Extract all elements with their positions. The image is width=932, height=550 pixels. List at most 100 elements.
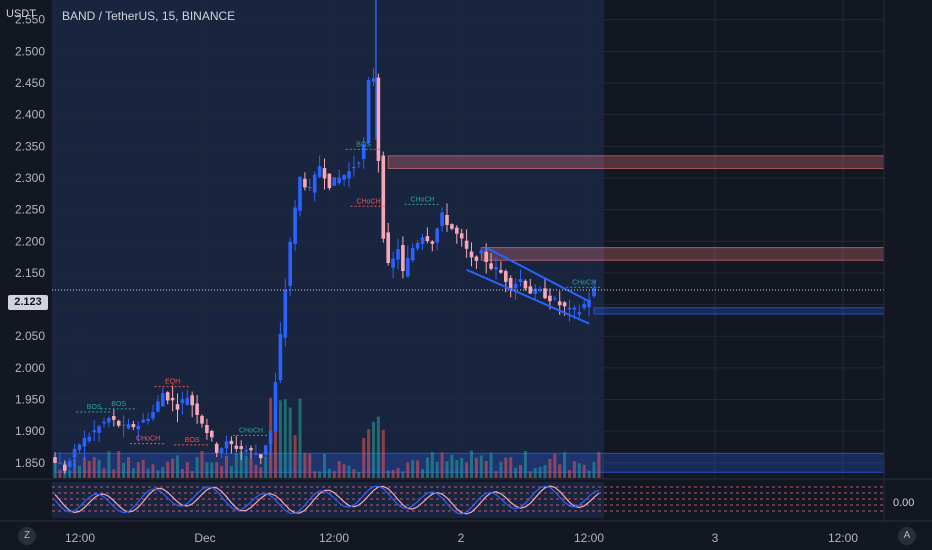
volume-bar — [141, 459, 145, 478]
y-tick-label: 1.850 — [15, 456, 45, 470]
volume-bar — [215, 462, 219, 478]
candle-body — [63, 464, 67, 471]
structure-label: BOS — [356, 141, 371, 148]
volume-bar — [283, 399, 287, 478]
candle-body — [293, 207, 297, 244]
volume-bar — [146, 468, 150, 478]
volume-bar — [195, 457, 199, 478]
candle-body — [72, 448, 77, 458]
volume-bar — [411, 460, 415, 478]
oscillator-signal-line — [54, 485, 600, 515]
candle-body — [489, 263, 493, 269]
candle-body — [298, 176, 302, 211]
volume-bar — [406, 462, 410, 478]
y-tick-label: 2.050 — [15, 329, 45, 343]
volume-bar — [229, 466, 233, 478]
candle-body — [538, 289, 542, 291]
volume-bar — [53, 461, 57, 478]
structure-label: CHoCH — [410, 196, 434, 203]
volume-bar — [514, 467, 518, 478]
candle-body — [391, 258, 395, 268]
candle-body — [528, 286, 533, 294]
candle-body — [464, 240, 469, 249]
structure-label: EQH — [165, 379, 180, 386]
candle-body — [312, 174, 317, 193]
volume-bar — [254, 464, 258, 478]
candle-body — [327, 173, 332, 189]
candle-body — [386, 232, 390, 263]
structure-label: CHoCH — [572, 279, 596, 286]
volume-bar — [171, 458, 175, 478]
volume-bar — [470, 450, 473, 478]
candle-body — [239, 446, 243, 450]
candle-body — [337, 177, 341, 184]
volume-bar — [180, 469, 184, 478]
x-tick-label: 12:00 — [319, 531, 349, 545]
volume-bar — [548, 458, 552, 478]
volume-bar — [572, 461, 576, 478]
candle-body — [170, 397, 175, 401]
candle-body — [381, 155, 386, 239]
candle-body — [131, 423, 136, 428]
candle-body — [263, 445, 268, 455]
volume-bar — [494, 470, 498, 478]
candle-body — [371, 78, 376, 82]
trend-line — [485, 246, 590, 303]
volume-bar — [117, 450, 121, 478]
candle-body — [582, 304, 586, 309]
volume-bar — [82, 457, 86, 478]
candle-body — [533, 288, 537, 294]
y-tick-label: 2.000 — [15, 361, 45, 375]
volume-bar — [244, 455, 248, 478]
x-tick-label: 12:00 — [574, 531, 604, 545]
structure-label: CHoCH — [239, 427, 263, 434]
auto-scale-button[interactable]: A — [898, 527, 916, 545]
candle-body — [357, 162, 361, 164]
volume-bar — [504, 457, 508, 478]
volume-bar — [156, 470, 160, 478]
volume-bar — [352, 468, 356, 478]
candle-body — [557, 301, 562, 306]
volume-bar — [87, 461, 91, 478]
volume-bar — [396, 467, 400, 478]
volume-bar — [460, 458, 464, 478]
candle-body — [352, 166, 356, 169]
volume-bar — [577, 463, 581, 478]
symbol-legend[interactable]: BAND / TetherUS, 15, BINANCE — [62, 9, 236, 23]
volume-bar — [102, 468, 106, 478]
volume-bar — [391, 470, 395, 478]
volume-bar — [337, 461, 341, 478]
candle-body — [415, 243, 420, 249]
volume-bar — [445, 461, 449, 478]
volume-bar — [489, 452, 493, 478]
volume-bar — [234, 453, 238, 478]
supply-zone — [387, 155, 885, 169]
candle-body — [435, 228, 439, 243]
candle-body — [288, 241, 292, 286]
y-tick-label: 2.550 — [15, 13, 45, 27]
y-tick-label: 2.300 — [15, 171, 45, 185]
demand-zone — [593, 307, 885, 315]
volume-bar — [347, 465, 351, 478]
candle-body — [67, 460, 72, 468]
candle-body — [136, 425, 141, 430]
y-tick-label: 2.250 — [15, 203, 45, 217]
volume-bar — [166, 461, 170, 478]
oscillator-main-line — [54, 485, 600, 515]
volume-bar — [401, 471, 405, 478]
candle-body — [254, 453, 258, 455]
y-tick-label: 2.500 — [15, 44, 45, 58]
volume-bar — [474, 457, 478, 478]
trend-line — [466, 268, 590, 325]
timezone-button[interactable]: Z — [18, 527, 36, 545]
candle-body — [474, 256, 479, 261]
candle-body — [401, 245, 405, 272]
volume-bar — [288, 407, 292, 478]
volume-bar — [568, 470, 571, 478]
candle-body — [513, 283, 518, 289]
volume-bar — [97, 459, 101, 478]
candle-body — [508, 277, 513, 290]
candle-body — [425, 236, 430, 242]
candle-body — [165, 392, 170, 401]
